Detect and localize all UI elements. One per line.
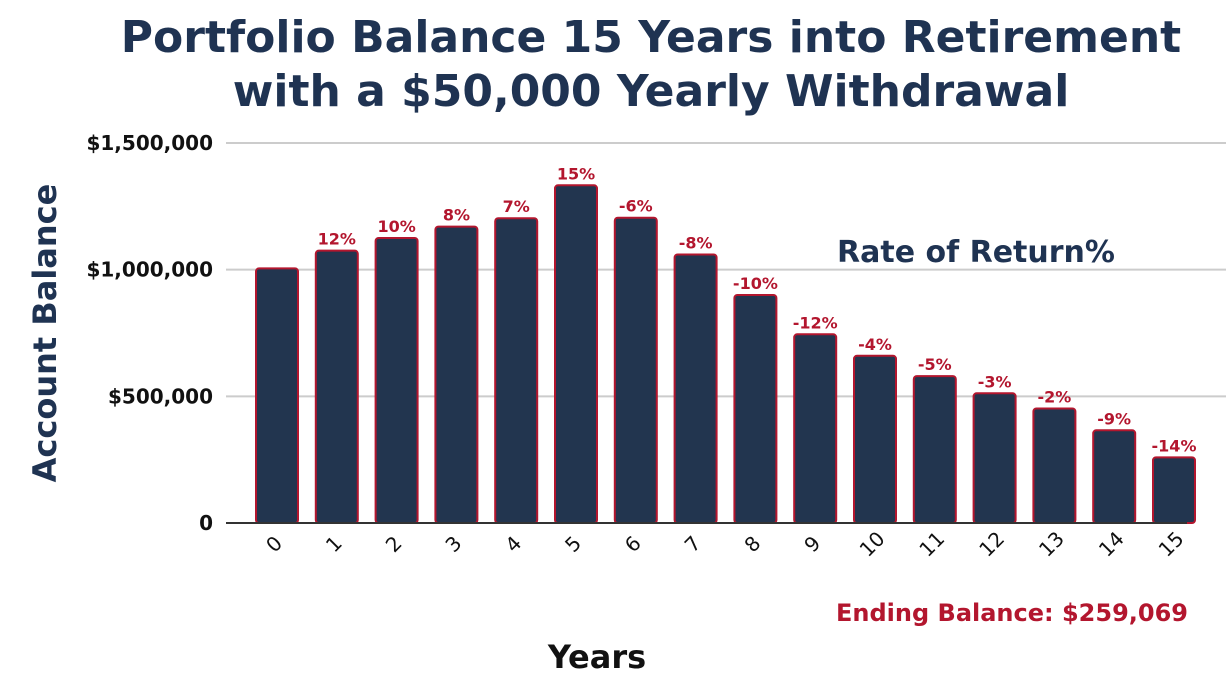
rate-label: -14%	[1152, 436, 1197, 455]
rate-label: -4%	[858, 335, 892, 354]
x-tick-label: 1	[321, 531, 347, 557]
x-tick-label: 7	[680, 531, 706, 557]
rate-label: -2%	[1037, 387, 1071, 406]
rate-label: 12%	[318, 230, 356, 249]
bar-year-9	[793, 333, 838, 524]
rate-label: -8%	[679, 233, 713, 252]
bar-year-2	[374, 237, 419, 524]
bar-year-5	[554, 184, 598, 524]
x-tick-label: 3	[440, 531, 466, 557]
y-tick-label: $500,000	[108, 384, 213, 408]
rate-label: -3%	[978, 372, 1012, 391]
bar-year-11	[912, 375, 957, 525]
rate-label: -5%	[918, 355, 952, 374]
chart-title-line-2: with a $50,000 Yearly Withdrawal	[233, 66, 1070, 117]
bar-year-15	[1152, 456, 1196, 525]
bar-year-3	[434, 225, 479, 524]
y-tick-label: $1,000,000	[86, 258, 213, 282]
rate-label: 8%	[443, 206, 470, 225]
x-tick-label: 14	[1094, 527, 1129, 562]
x-tick-label: 6	[620, 531, 646, 557]
x-tick-label: 0	[261, 531, 287, 557]
x-tick-label: 4	[500, 531, 526, 557]
ending-balance-label: Ending Balance: $259,069	[836, 599, 1188, 627]
x-tick-label: 8	[739, 531, 765, 557]
rate-label: -10%	[733, 274, 778, 293]
bar-year-13	[1032, 407, 1077, 525]
rate-label: 7%	[503, 197, 530, 216]
x-tick-label: 12	[974, 527, 1009, 562]
x-tick-label: 2	[381, 531, 407, 557]
y-axis-label: Account Balance	[26, 184, 64, 483]
rate-label: 15%	[557, 164, 595, 183]
rate-label: -6%	[619, 197, 653, 216]
bar-year-4	[494, 217, 539, 525]
x-tick-label: 15	[1154, 527, 1189, 562]
bar-year-8	[733, 294, 778, 524]
bar-year-6	[613, 216, 658, 524]
bar-year-12	[972, 392, 1017, 524]
y-tick-label: 0	[199, 511, 213, 535]
bar-year-1	[314, 249, 359, 525]
bar-year-14	[1092, 429, 1137, 524]
x-tick-labels: 0 1 2 3 4 5 6 7 8 9 10 11 12 13 14 15	[261, 527, 1188, 562]
y-tick-label: $1,500,000	[86, 131, 213, 155]
rate-label: 10%	[377, 217, 415, 236]
x-tick-label: 5	[560, 531, 586, 557]
bars	[255, 184, 1196, 525]
bar-year-0	[255, 267, 299, 524]
x-tick-label: 11	[914, 527, 949, 562]
x-tick-label: 10	[855, 527, 890, 562]
y-tick-labels: 0 $500,000 $1,000,000 $1,500,000	[86, 131, 213, 535]
rate-label: -9%	[1097, 409, 1131, 428]
x-tick-label: 13	[1034, 527, 1069, 562]
bar-year-7	[673, 253, 718, 524]
rate-label: -12%	[793, 313, 838, 332]
x-tick-label: 9	[799, 531, 825, 557]
rate-of-return-label: Rate of Return%	[837, 235, 1115, 270]
chart-title-line-1: Portfolio Balance 15 Years into Retireme…	[121, 12, 1181, 63]
rate-labels: 12% 10% 8% 7% 15% -6% -8% -10% -12% -4% -5% -3% -2% -…	[318, 164, 1197, 455]
x-axis-label: Years	[547, 638, 646, 676]
bar-year-10	[853, 354, 897, 524]
